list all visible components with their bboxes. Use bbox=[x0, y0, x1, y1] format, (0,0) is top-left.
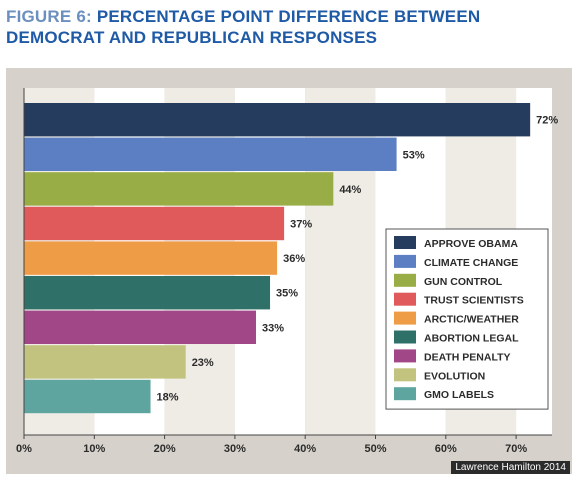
data-label: 36% bbox=[283, 253, 305, 265]
x-tick-label: 0% bbox=[16, 443, 32, 455]
legend-swatch bbox=[394, 311, 416, 325]
legend-label: CLIMATE CHANGE bbox=[424, 257, 518, 269]
bar bbox=[24, 137, 397, 171]
legend-swatch bbox=[394, 368, 416, 382]
legend-label: DEATH PENALTY bbox=[424, 351, 511, 363]
bars-group: 72% 53% 44% 37% 36% 35% 33% 23% 18% bbox=[24, 103, 558, 414]
legend-label: ABORTION LEGAL bbox=[424, 333, 519, 345]
bar bbox=[24, 345, 186, 379]
bar bbox=[24, 379, 151, 414]
legend-swatch bbox=[394, 254, 416, 268]
bar bbox=[24, 241, 278, 275]
legend-swatch bbox=[394, 236, 416, 249]
legend-label: GMO LABELS bbox=[424, 389, 494, 401]
legend-swatch bbox=[394, 292, 416, 306]
bar bbox=[24, 172, 334, 206]
data-label: 53% bbox=[403, 149, 425, 161]
x-tick-label: 10% bbox=[83, 443, 105, 455]
data-label: 33% bbox=[262, 322, 284, 334]
legend-label: APPROVE OBAMA bbox=[424, 238, 518, 250]
x-tick-label: 50% bbox=[364, 443, 386, 455]
x-tick-label: 40% bbox=[294, 443, 316, 455]
data-label: 18% bbox=[157, 392, 179, 404]
bar bbox=[24, 276, 271, 310]
chart-title: FIGURE 6: PERCENTAGE POINT DIFFERENCE BE… bbox=[6, 6, 566, 48]
x-axis: 0% 10% 20% 30% 40% 50% 60% 70% bbox=[16, 88, 552, 455]
x-tick-label: 20% bbox=[154, 443, 176, 455]
bar bbox=[24, 310, 256, 344]
bar bbox=[24, 206, 285, 241]
legend: APPROVE OBAMA CLIMATE CHANGE GUN CONTROL TR… bbox=[385, 228, 549, 410]
legend-swatch bbox=[394, 349, 416, 363]
x-tick-label: 30% bbox=[224, 443, 246, 455]
data-label: 37% bbox=[290, 219, 312, 231]
figure-number: FIGURE 6: bbox=[6, 7, 92, 26]
legend-label: TRUST SCIENTISTS bbox=[424, 295, 524, 307]
legend-label: GUN CONTROL bbox=[424, 276, 503, 288]
x-tick-label: 70% bbox=[505, 443, 527, 455]
data-label: 44% bbox=[339, 184, 361, 196]
legend-label: ARCTIC/WEATHER bbox=[424, 314, 519, 326]
data-label: 72% bbox=[536, 115, 558, 127]
x-tick-label: 60% bbox=[435, 443, 457, 455]
data-label: 35% bbox=[276, 288, 298, 300]
legend-swatch bbox=[394, 273, 416, 287]
bar bbox=[24, 103, 531, 137]
data-label: 23% bbox=[192, 357, 214, 369]
credit-label: Lawrence Hamilton 2014 bbox=[451, 461, 570, 474]
legend-label: EVOLUTION bbox=[424, 370, 485, 382]
legend-swatch bbox=[394, 330, 416, 344]
legend-swatch bbox=[394, 387, 416, 401]
title-text: PERCENTAGE POINT DIFFERENCE BETWEEN DEMO… bbox=[6, 7, 481, 47]
